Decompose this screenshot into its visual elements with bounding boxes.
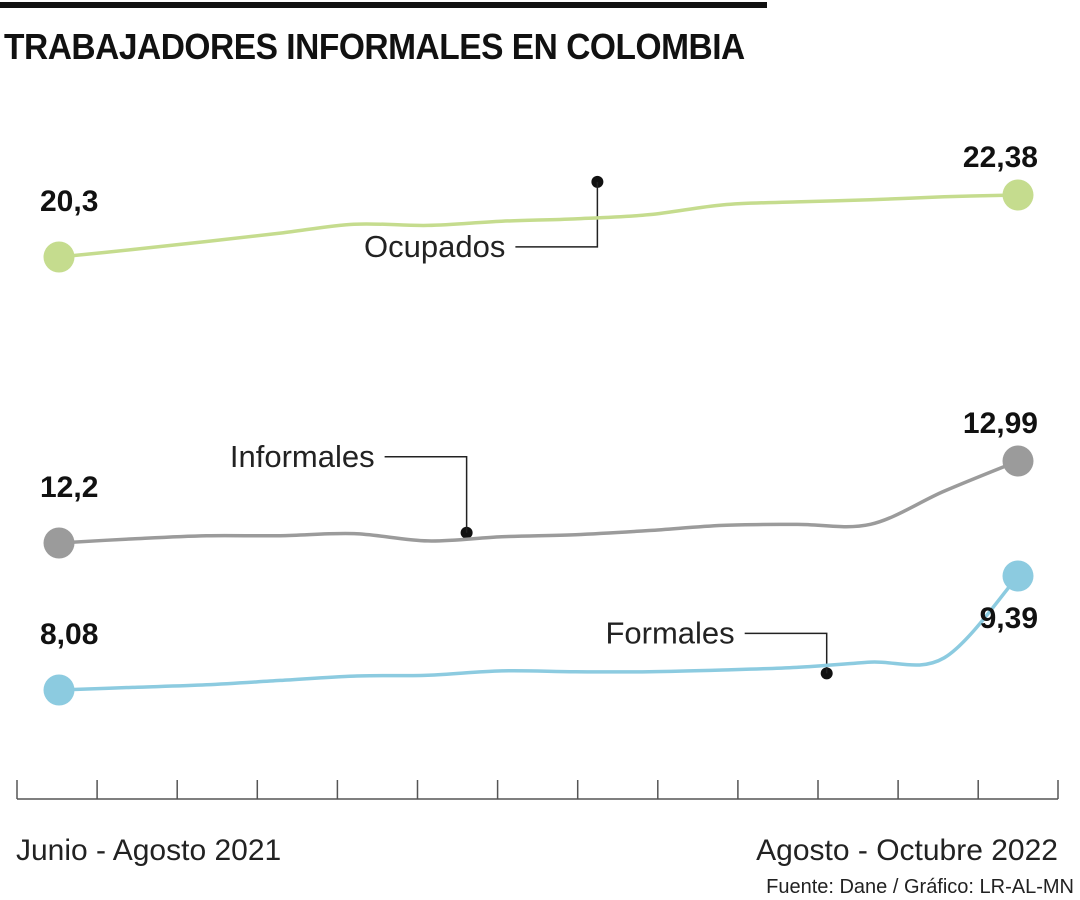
start-point-ocupados <box>43 241 75 273</box>
series-name-formales: Formales <box>605 615 734 650</box>
start-value-informales: 12,2 <box>40 471 98 504</box>
callout-line-formales <box>744 632 828 674</box>
end-point-formales <box>1002 560 1034 592</box>
top-rule <box>0 2 767 8</box>
start-point-informales <box>43 527 75 559</box>
series-name-ocupados: Ocupados <box>364 229 505 264</box>
end-value-informales: 12,99 <box>963 407 1038 440</box>
callout-line-informales <box>384 456 468 533</box>
start-point-formales <box>43 674 75 706</box>
chart-title: TRABAJADORES INFORMALES EN COLOMBIA <box>4 26 745 67</box>
end-point-informales <box>1002 445 1034 477</box>
end-value-formales: 9,39 <box>980 602 1038 635</box>
series-name-informales: Informales <box>230 439 375 474</box>
start-value-formales: 8,08 <box>40 618 98 651</box>
x-end-label: Agosto - Octubre 2022 <box>756 834 1058 867</box>
start-value-ocupados: 20,3 <box>40 185 98 218</box>
callout-line-ocupados <box>515 181 599 248</box>
x-start-label: Junio - Agosto 2021 <box>16 834 281 867</box>
end-value-ocupados: 22,38 <box>963 141 1038 174</box>
series-line-formales <box>58 574 1020 692</box>
series-line-informales <box>58 459 1019 545</box>
callouts: Ocupados Informales Formales <box>230 175 833 680</box>
x-axis <box>16 780 1059 800</box>
series-line-ocupados <box>58 193 1019 259</box>
value-labels: 20,3 22,38 12,2 12,99 8,08 9,39 <box>40 141 1038 651</box>
source-note: Fuente: Dane / Gráfico: LR-AL-MN <box>766 876 1074 898</box>
end-point-ocupados <box>1002 179 1034 211</box>
series-lines <box>43 179 1034 706</box>
